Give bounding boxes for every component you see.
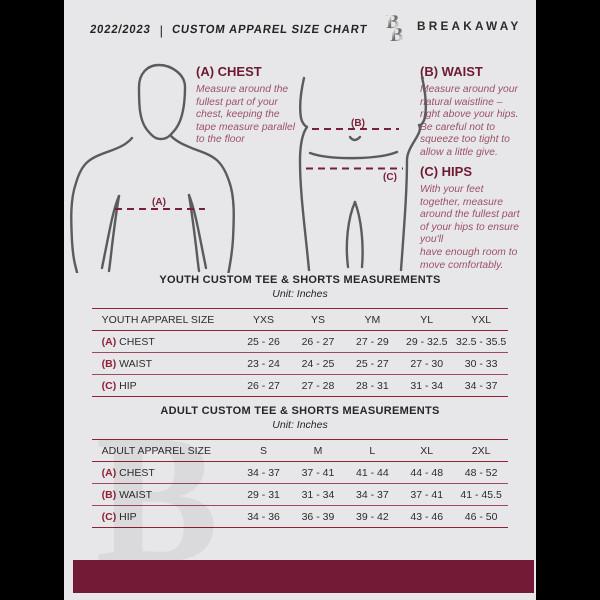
svg-text:(A): (A) xyxy=(152,197,166,208)
svg-text:(B): (B) xyxy=(351,118,365,129)
svg-text:B: B xyxy=(390,24,403,44)
svg-text:(C): (C) xyxy=(383,172,397,183)
